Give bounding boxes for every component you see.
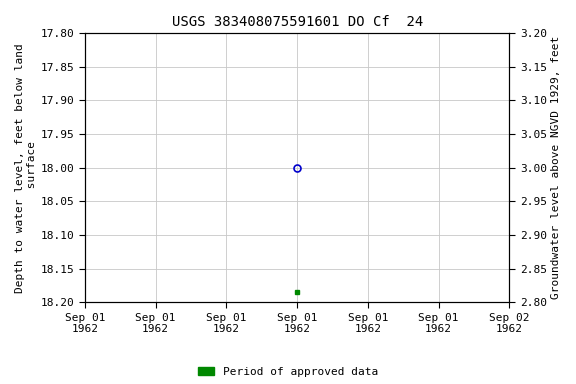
Title: USGS 383408075591601 DO Cf  24: USGS 383408075591601 DO Cf 24 — [172, 15, 423, 29]
Y-axis label: Groundwater level above NGVD 1929, feet: Groundwater level above NGVD 1929, feet — [551, 36, 561, 299]
Legend: Period of approved data: Period of approved data — [198, 366, 378, 377]
Y-axis label: Depth to water level, feet below land
 surface: Depth to water level, feet below land su… — [15, 43, 37, 293]
